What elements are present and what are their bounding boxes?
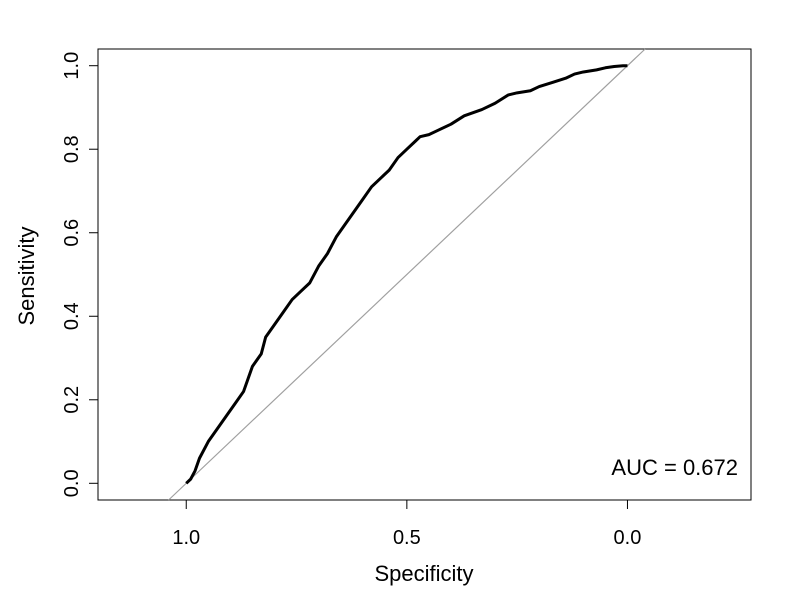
reference-diagonal-line <box>168 48 646 501</box>
y-axis: 0.0 0.2 0.4 0.6 0.8 1.0 <box>61 52 99 497</box>
y-tick-label: 0.2 <box>61 386 83 414</box>
y-tick-label: 0.6 <box>61 219 83 247</box>
auc-annotation: AUC = 0.672 <box>611 455 738 480</box>
y-tick-label: 1.0 <box>61 52 83 80</box>
y-axis-title: Sensitivity <box>14 226 39 325</box>
plot-area-frame <box>97 48 752 501</box>
x-axis: 1.0 0.5 0.0 <box>172 499 642 549</box>
x-tick-label: 0.0 <box>614 527 642 549</box>
y-tick-label: 0.8 <box>61 135 83 163</box>
x-tick-label: 1.0 <box>172 527 200 549</box>
x-tick-label: 0.5 <box>393 527 421 549</box>
x-axis-title: Specificity <box>374 561 473 586</box>
y-tick-label: 0.0 <box>61 469 83 497</box>
y-tick-label: 0.4 <box>61 302 83 330</box>
roc-curve-line <box>185 64 628 485</box>
